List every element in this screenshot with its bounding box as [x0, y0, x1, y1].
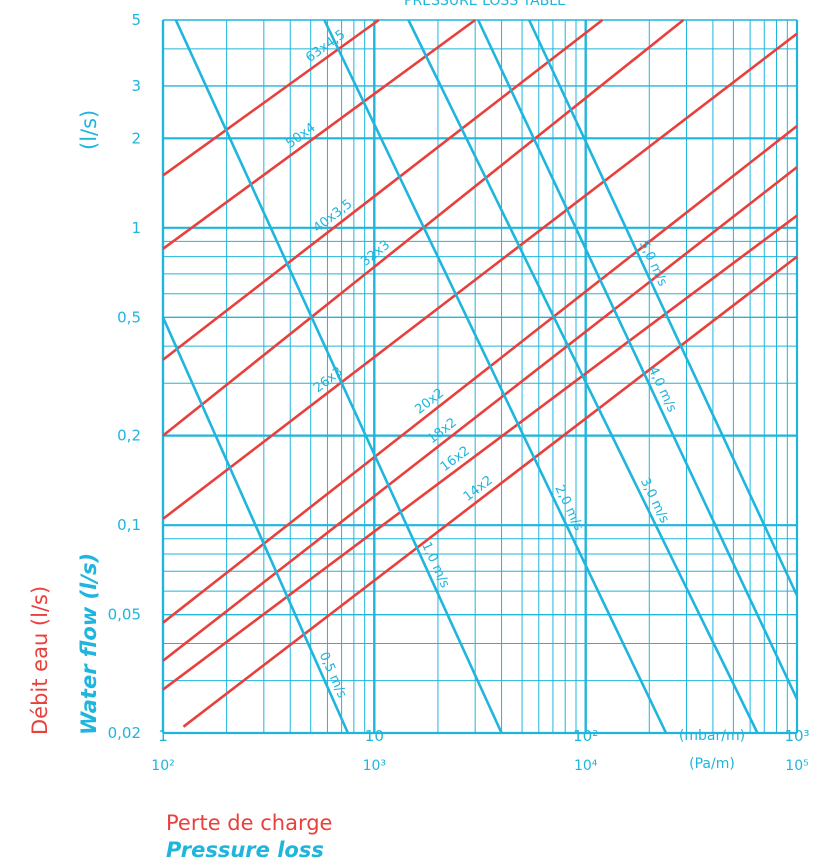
y-axis-label-fr: Débit eau (l/s): [28, 586, 52, 735]
velocity-line-1: [174, 19, 503, 734]
x-tick-sublabel-1: 10³: [363, 758, 386, 774]
pipe-line-7: [162, 214, 798, 691]
x-axis-label-en: Pressure loss: [166, 838, 324, 862]
series-lines: [161, 18, 799, 734]
y-tick-label-3: 1: [131, 219, 141, 237]
chart-title: PRESSURE LOSS TABLE: [404, 0, 566, 9]
pipe-line-4: [162, 32, 798, 520]
y-tick-label-0: 5: [131, 11, 141, 29]
y-tick-label-7: 0,05: [108, 606, 141, 624]
velocity-line-3: [407, 19, 759, 734]
x-axis-label-fr: Perte de charge: [166, 811, 332, 835]
x-tick-label-0: 1: [158, 727, 168, 745]
x-unit-secondary: (Pa/m): [689, 756, 735, 772]
y-tick-label-6: 0,1: [117, 516, 141, 534]
velocity-line-4: [476, 19, 799, 700]
x-tick-sublabel-2: 10⁴: [574, 758, 598, 774]
pipe-line-8: [182, 255, 798, 728]
x-tick-label-2: 10²: [573, 727, 598, 745]
pipe-line-0: [162, 18, 380, 177]
velocity-line-5: [527, 19, 799, 597]
pipe-line-6: [162, 166, 798, 662]
y-tick-label-2: 2: [131, 129, 141, 147]
x-tick-labels: 1 10² 10 10³ 10² 10⁴ 10³ 10⁵: [151, 727, 809, 774]
grid-lines: [161, 19, 799, 735]
y-tick-label-5: 0,2: [117, 427, 141, 445]
y-axis-label-en: Water flow (l/s): [77, 553, 101, 735]
x-tick-label-3: 10³: [784, 727, 809, 745]
x-unit-primary: (mbar/m): [679, 728, 745, 744]
x-tick-label-1: 10: [365, 727, 384, 745]
x-tick-sublabel-0: 10²: [151, 758, 174, 774]
pipe-line-5: [162, 124, 798, 624]
pipe-line-1: [162, 18, 476, 250]
y-tick-label-8: 0,02: [108, 724, 141, 742]
velocity-line-0: [161, 316, 350, 734]
pipe-line-2: [162, 18, 604, 361]
y-axis-unit-top: (l/s): [77, 110, 101, 150]
velocity-line-2: [323, 19, 668, 734]
y-tick-label-4: 0,5: [117, 308, 141, 326]
x-tick-sublabel-3: 10⁵: [785, 758, 808, 774]
y-tick-labels: 5 3 2 1 0,5 0,2 0,1 0,05 0,02: [108, 11, 141, 742]
y-tick-label-1: 3: [131, 77, 141, 95]
